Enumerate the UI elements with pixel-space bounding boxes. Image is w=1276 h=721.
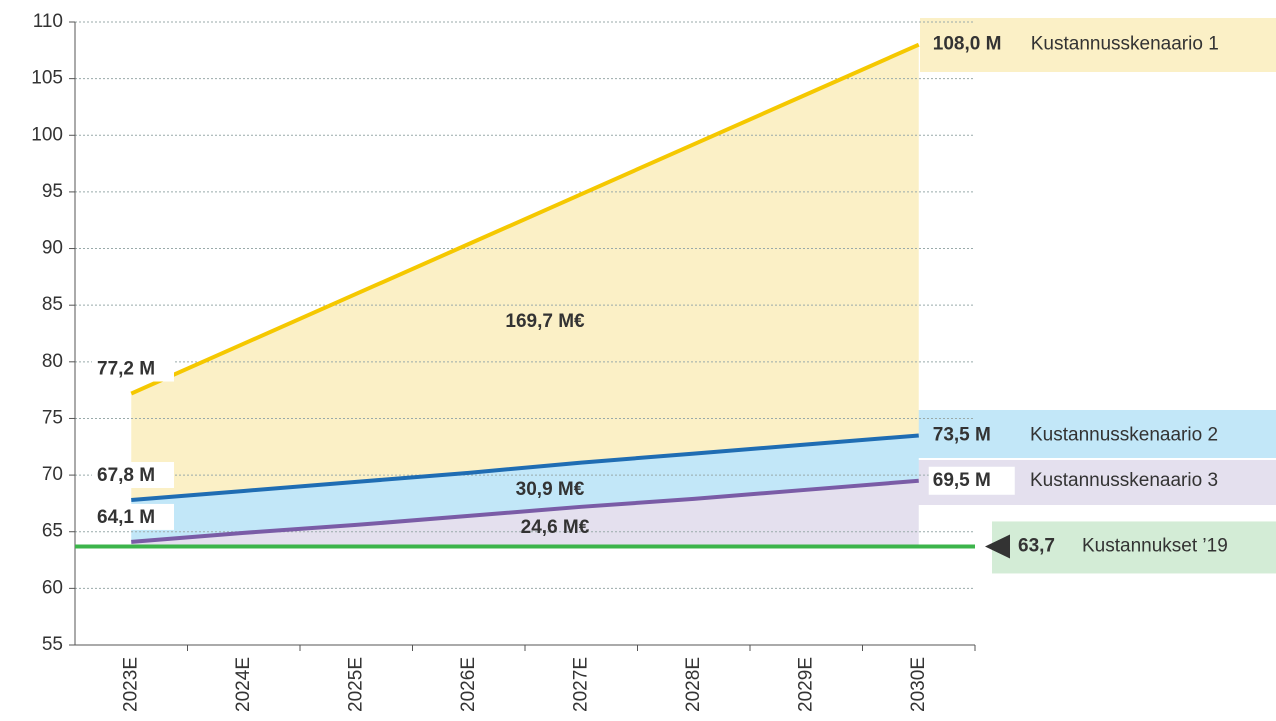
- value-label-bg: [928, 466, 1015, 495]
- x-tick-label: 2025E: [345, 657, 366, 712]
- legend-label: Kustannusskenaario 2: [1030, 424, 1218, 445]
- legend-label: Kustannusskenaario 1: [1031, 34, 1219, 55]
- value-label: 77,2 M: [97, 359, 155, 380]
- x-tick-label: 2028E: [683, 657, 704, 712]
- value-label: 108,0 M: [933, 34, 1002, 55]
- value-label: 73,5 M: [933, 424, 991, 445]
- annotation: 24,6 M€: [521, 517, 590, 538]
- line: [131, 478, 919, 544]
- y-tick-label: 100: [31, 124, 63, 145]
- y-tick-label: 55: [42, 634, 63, 655]
- area: [131, 435, 919, 542]
- legend-label: Kustannusskenaario 3: [1030, 470, 1218, 491]
- x-tick-label: 2026E: [458, 657, 479, 712]
- y-tick-label: 105: [31, 68, 63, 89]
- area: [131, 44, 919, 501]
- label-box: [992, 521, 1276, 574]
- y-tick-label: 85: [42, 294, 63, 315]
- line: [131, 433, 919, 503]
- x-tick-label: 2023E: [120, 657, 141, 712]
- line: [130, 42, 920, 396]
- reference-marker: [985, 534, 1010, 559]
- y-tick-label: 95: [42, 181, 63, 202]
- y-tick-label: 80: [42, 351, 63, 372]
- reference-name: Kustannukset ’19: [1082, 535, 1228, 556]
- annotation: 30,9 M€: [516, 479, 585, 500]
- x-tick-label: 2024E: [233, 657, 254, 712]
- value-label-bg: [92, 462, 174, 489]
- y-tick-label: 70: [42, 464, 63, 485]
- y-tick-label: 60: [42, 577, 63, 598]
- y-tick-label: 75: [42, 407, 63, 428]
- reference-value: 63,7: [1018, 535, 1055, 556]
- x-tick-label: 2029E: [795, 657, 816, 712]
- label-box: [920, 18, 1276, 72]
- y-tick-label: 110: [33, 11, 63, 32]
- value-label: 67,8 M: [97, 465, 155, 486]
- value-label-bg: [92, 355, 174, 382]
- x-tick-label: 2030E: [908, 657, 929, 712]
- value-label: 69,5 M: [933, 470, 991, 491]
- y-tick-label: 65: [42, 521, 63, 542]
- x-tick-label: 2027E: [570, 657, 591, 712]
- y-tick-label: 90: [42, 238, 63, 259]
- value-label-bg: [92, 503, 174, 530]
- annotation: 169,7 M€: [505, 311, 585, 332]
- value-label: 64,1 M: [97, 507, 155, 528]
